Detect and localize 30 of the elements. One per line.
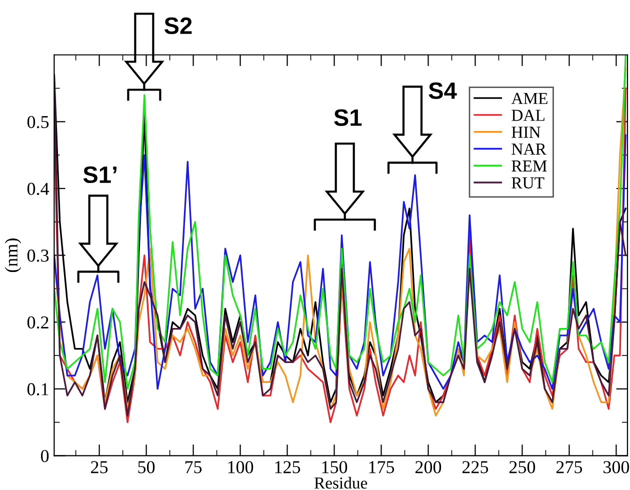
text: S2: [164, 17, 192, 34]
legend-label: AME: [511, 92, 548, 104]
x-tick-label: 25: [91, 461, 108, 474]
annotation: S4: [428, 82, 457, 100]
x-tick-label: 275: [556, 461, 582, 474]
legend-label: NAR: [512, 144, 546, 155]
annotation: S1: [334, 109, 362, 126]
legend-label: DAL: [512, 110, 544, 121]
x-tick-label: 50: [138, 461, 155, 474]
legend-label: REM: [512, 160, 547, 172]
x-tick-label: 250: [509, 461, 536, 474]
legend-label: RUT: [512, 177, 544, 189]
x-axis-title: Residue: [314, 476, 368, 489]
x-tick-label: 75: [185, 461, 202, 474]
x-tick-label: 300: [604, 461, 630, 474]
x-tick-label: 150: [322, 461, 348, 474]
x-tick-label: 200: [415, 461, 442, 474]
y-tick-label: 0.2: [27, 316, 48, 329]
x-tick-label: 125: [275, 461, 300, 474]
y-axis-title: (nm): [4, 238, 22, 272]
x-tick-label: 225: [462, 461, 488, 474]
y-tick-label: 0: [40, 450, 49, 462]
y-tick-label: 0.3: [27, 250, 49, 262]
y-tick-label: 0.1: [27, 383, 48, 396]
legend-label: HIN: [512, 126, 540, 138]
y-tick-label: 0.5: [27, 116, 49, 128]
annotation: S1’: [83, 166, 116, 184]
x-tick-label: 175: [369, 461, 394, 474]
y-tick-label: 0.4: [27, 182, 50, 196]
x-tick-label: 100: [228, 461, 254, 474]
